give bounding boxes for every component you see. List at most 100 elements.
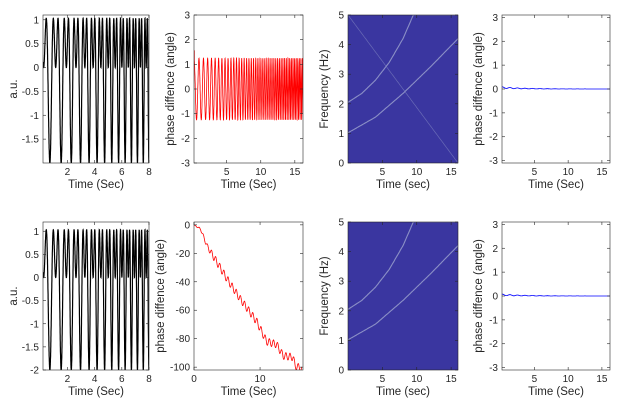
y-tick-label: 0 <box>492 85 498 96</box>
y-tick-label: -2 <box>489 339 498 350</box>
y-tick-label: 0.5 <box>25 250 39 261</box>
y-tick-label: 2 <box>338 99 344 110</box>
y-axis-label: phase diffence (angle) <box>473 239 485 353</box>
y-tick-label: -1 <box>489 315 498 326</box>
y-tick-label: 0 <box>338 366 344 377</box>
y-axis-label: phase diffence (angle) <box>473 32 485 146</box>
x-axis-label: Time (Sec) <box>221 179 277 191</box>
y-tick-label: -1 <box>489 108 498 119</box>
y-tick-label: -2 <box>489 132 498 143</box>
y-tick-label: 0 <box>33 273 39 284</box>
axes-frame <box>42 221 150 371</box>
axes-frame <box>42 14 150 164</box>
chart-p12: 5 10 15 -3 -2 -1 0 1 2 3 Time (Sec) phase diffence … <box>165 11 304 191</box>
x-tick-label: 4 <box>92 374 98 385</box>
y-tick-label: 5 <box>338 11 344 22</box>
y-tick-label: -1.5 <box>22 135 40 146</box>
x-tick-label: 10 <box>411 167 423 178</box>
x-tick-label: 2 <box>65 167 71 178</box>
y-tick-label: -1 <box>181 109 190 120</box>
x-tick-label: 5 <box>532 374 538 385</box>
x-tick-label: 8 <box>146 167 152 178</box>
y-tick-label: 2 <box>184 35 190 46</box>
x-tick-label: 15 <box>446 167 458 178</box>
y-tick-label: -60 <box>176 306 191 317</box>
series-line <box>194 50 303 122</box>
x-tick-label: 2 <box>65 374 71 385</box>
x-tick-label: 6 <box>119 374 125 385</box>
y-tick-label: 4 <box>338 40 344 51</box>
x-axis-label: Time (sec) <box>376 386 430 398</box>
y-tick-label: 3 <box>492 13 498 24</box>
x-axis-label: Time (Sec) <box>68 179 124 191</box>
chart-p24: 5 10 15 -3 -2 -1 0 1 2 3 Time (Sec) phase diffence … <box>473 220 611 398</box>
axes-frame <box>347 221 459 371</box>
series-line <box>194 224 303 370</box>
y-tick-label: 5 <box>338 218 344 229</box>
chart-p22: 0 10 -100 -80 -60 -40 -20 0 Time (Sec) phase diff… <box>155 220 304 398</box>
spectrogram-ridge-2 <box>348 222 458 310</box>
y-tick-label: -3 <box>489 156 498 167</box>
x-tick-label: 8 <box>146 374 152 385</box>
y-axis-label: a.u. <box>8 286 20 305</box>
series-line <box>43 228 149 370</box>
y-tick-label: 1 <box>184 60 190 71</box>
spectrogram-ridge-2 <box>348 15 458 103</box>
y-tick-label: -100 <box>170 363 190 374</box>
x-tick-label: 10 <box>563 167 575 178</box>
y-tick-label: 0 <box>338 159 344 170</box>
y-tick-label: 0 <box>184 220 190 231</box>
y-tick-label: 1 <box>33 15 39 26</box>
y-tick-label: -1 <box>30 319 39 330</box>
x-axis-label: Time (Sec) <box>528 386 584 398</box>
spectrogram-ridge-1 <box>348 245 458 341</box>
axes-frame <box>193 221 304 371</box>
x-tick-label: 10 <box>563 374 575 385</box>
y-tick-label: -3 <box>489 363 498 374</box>
chart-p21: 2 4 6 8 -2 -1.5 -1 -0.5 0 0.5 1 Time (Sec) a.u. <box>8 221 152 398</box>
y-tick-label: -2 <box>30 366 39 377</box>
y-tick-label: 4 <box>338 247 344 258</box>
y-axis-label: Frequency (Hz) <box>319 49 331 128</box>
x-tick-label: 15 <box>289 167 301 178</box>
y-tick-label: 0 <box>492 292 498 303</box>
y-tick-label: -2 <box>181 134 190 145</box>
y-tick-label: -80 <box>176 334 191 345</box>
y-tick-label: 2 <box>492 37 498 48</box>
series-line <box>502 293 610 297</box>
y-tick-label: 1 <box>33 227 39 238</box>
x-tick-label: 0 <box>191 374 197 385</box>
y-tick-label: 1 <box>338 129 344 140</box>
x-tick-label: 15 <box>446 374 458 385</box>
y-tick-label: 0 <box>33 63 39 74</box>
axes-frame <box>347 14 459 164</box>
y-tick-label: 3 <box>492 220 498 231</box>
y-tick-label: 0 <box>184 85 190 96</box>
x-tick-label: 10 <box>255 167 267 178</box>
x-axis-label: Time (Sec) <box>221 386 277 398</box>
x-axis-label: Time (sec) <box>376 179 430 191</box>
y-tick-label: 2 <box>492 244 498 255</box>
y-tick-label: 1 <box>338 336 344 347</box>
y-tick-label: 3 <box>338 277 344 288</box>
y-tick-label: -40 <box>176 277 191 288</box>
x-tick-label: 5 <box>380 374 386 385</box>
x-tick-label: 10 <box>411 374 423 385</box>
y-tick-label: 3 <box>184 11 190 22</box>
y-axis-label: a.u. <box>8 79 20 98</box>
x-tick-label: 5 <box>224 167 230 178</box>
x-tick-label: 4 <box>92 167 98 178</box>
y-tick-label: -3 <box>181 159 190 170</box>
y-tick-label: -20 <box>176 249 191 260</box>
chart-p11: 2 4 6 8 -1.5 -1 -0.5 0 0.5 1 Time (Sec) a.u. <box>8 14 152 191</box>
y-tick-label: 2 <box>338 306 344 317</box>
plot-area <box>194 222 303 370</box>
x-tick-label: 6 <box>119 167 125 178</box>
y-axis-label: Frequency (Hz) <box>319 256 331 335</box>
y-tick-label: 1 <box>492 61 498 72</box>
x-axis-label: Time (Sec) <box>528 179 584 191</box>
y-tick-label: -1 <box>30 111 39 122</box>
